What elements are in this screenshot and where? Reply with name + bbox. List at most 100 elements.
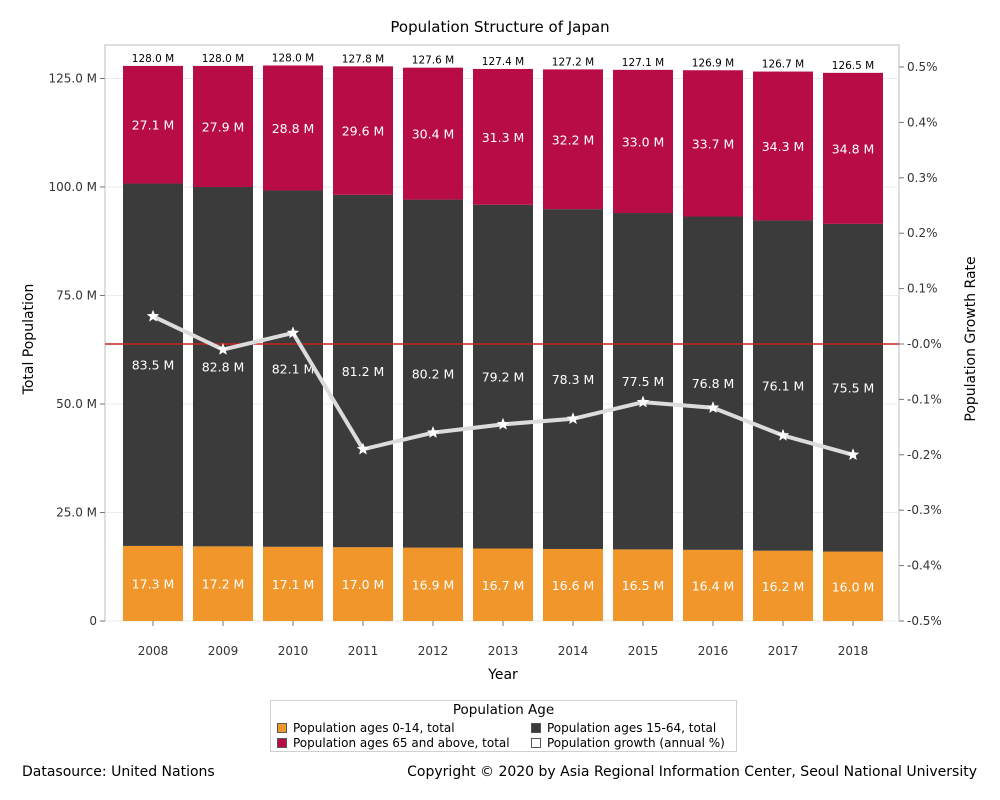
y-tick-label: 125.0 M xyxy=(48,72,97,86)
bar-label-ages-0-14: 17.1 M xyxy=(272,577,315,592)
bar-label-ages-0-14: 17.0 M xyxy=(342,577,385,592)
bar-ages-0-14 xyxy=(193,546,253,621)
bar-label-ages-0-14: 16.6 M xyxy=(552,578,595,593)
bar-label-ages-65-above: 30.4 M xyxy=(412,127,455,142)
bar-label-ages-15-64: 82.8 M xyxy=(202,360,245,375)
x-tick-label: 2013 xyxy=(488,644,519,658)
bar-total-label: 127.1 M xyxy=(622,57,664,69)
bar-label-ages-15-64: 75.5 M xyxy=(832,381,875,396)
bar-ages-15-64 xyxy=(473,204,533,549)
legend-label-growth: Population growth (annual %) xyxy=(547,736,725,750)
bar-label-ages-15-64: 79.2 M xyxy=(482,370,525,385)
growth-point xyxy=(286,326,300,339)
y-tick-label: 75.0 M xyxy=(56,289,97,303)
y2-tick-label: -0.5% xyxy=(907,614,942,628)
x-tick-label: 2010 xyxy=(278,644,309,658)
x-tick-label: 2008 xyxy=(138,644,169,658)
bar-label-ages-15-64: 77.5 M xyxy=(622,374,665,389)
growth-point xyxy=(146,309,160,322)
growth-point xyxy=(566,412,580,425)
legend-item-ages-65-above: Population ages 65 and above, total xyxy=(277,736,510,750)
bar-ages-0-14 xyxy=(403,547,463,621)
y2-tick-label: -0.0% xyxy=(907,337,942,351)
bar-total-label: 127.8 M xyxy=(342,53,384,65)
bar-label-ages-0-14: 16.4 M xyxy=(692,578,735,593)
bar-label-ages-65-above: 31.3 M xyxy=(482,130,525,145)
x-tick-label: 2009 xyxy=(208,644,239,658)
x-tick-label: 2018 xyxy=(838,644,869,658)
bar-ages-15-64 xyxy=(613,213,673,550)
y-axis-label: Total Population xyxy=(21,284,37,396)
bar-label-ages-15-64: 82.1 M xyxy=(272,362,315,377)
bar-label-ages-65-above: 34.3 M xyxy=(762,139,805,154)
x-tick-label: 2014 xyxy=(558,644,589,658)
bar-ages-0-14 xyxy=(123,545,183,621)
y-tick-label: 50.0 M xyxy=(56,397,97,411)
bar-label-ages-0-14: 17.3 M xyxy=(132,576,175,591)
bar-label-ages-15-64: 80.2 M xyxy=(412,367,455,382)
legend-swatch-ages-65-above xyxy=(277,738,287,748)
bar-label-ages-0-14: 16.2 M xyxy=(762,579,805,594)
bar-ages-15-64 xyxy=(823,223,883,552)
bar-total-label: 128.0 M xyxy=(202,53,244,65)
legend-item-ages-0-14: Population ages 0-14, total xyxy=(277,721,455,735)
bar-label-ages-65-above: 28.8 M xyxy=(272,121,315,136)
bar-total-label: 128.0 M xyxy=(132,53,174,65)
y2-tick-label: -0.4% xyxy=(907,559,942,573)
chart-title: Population Structure of Japan xyxy=(390,18,609,36)
growth-point xyxy=(356,442,370,455)
bar-ages-15-64 xyxy=(403,199,463,548)
y2-tick-label: -0.3% xyxy=(907,503,942,517)
y2-tick-label: 0.4% xyxy=(907,115,938,129)
legend: Population Age Population ages 0-14, tot… xyxy=(270,700,737,752)
bar-label-ages-0-14: 16.5 M xyxy=(622,578,665,593)
legend-label-ages-15-64: Population ages 15-64, total xyxy=(547,721,717,735)
y-tick-label: 25.0 M xyxy=(56,506,97,520)
x-tick-label: 2017 xyxy=(768,644,799,658)
bar-label-ages-0-14: 16.9 M xyxy=(412,577,455,592)
bar-total-label: 126.5 M xyxy=(832,60,874,72)
legend-swatch-growth xyxy=(531,738,541,748)
bar-ages-15-64 xyxy=(753,220,813,551)
bar-ages-0-14 xyxy=(333,547,393,621)
bar-label-ages-15-64: 76.8 M xyxy=(692,376,735,391)
x-axis-label: Year xyxy=(487,667,518,683)
bar-total-label: 127.2 M xyxy=(552,56,594,68)
growth-point xyxy=(846,448,860,461)
y2-tick-label: -0.2% xyxy=(907,448,942,462)
bar-ages-15-64 xyxy=(683,216,743,550)
growth-point xyxy=(426,425,440,439)
y2-tick-label: 0.1% xyxy=(907,282,938,296)
y2-axis-label: Population Growth Rate xyxy=(963,256,979,421)
bar-ages-15-64 xyxy=(193,187,253,547)
bar-label-ages-15-64: 76.1 M xyxy=(762,379,805,394)
growth-point xyxy=(216,342,230,355)
legend-swatch-ages-15-64 xyxy=(531,723,541,733)
y-tick-label: 0 xyxy=(89,614,97,628)
bar-label-ages-65-above: 27.9 M xyxy=(202,119,245,134)
bar-ages-65-above xyxy=(823,72,883,224)
bar-ages-0-14 xyxy=(543,548,603,621)
copyright-text: Copyright © 2020 by Asia Regional Inform… xyxy=(407,764,977,780)
legend-swatch-ages-0-14 xyxy=(277,723,287,733)
x-tick-label: 2015 xyxy=(628,644,659,658)
bar-ages-15-64 xyxy=(333,194,393,548)
bar-ages-15-64 xyxy=(123,183,183,546)
bar-label-ages-65-above: 34.8 M xyxy=(832,141,875,156)
bar-ages-65-above xyxy=(613,69,673,214)
bar-label-ages-0-14: 16.0 M xyxy=(832,579,875,594)
bar-ages-65-above xyxy=(753,71,813,221)
bar-label-ages-0-14: 17.2 M xyxy=(202,577,245,592)
bar-ages-65-above xyxy=(193,65,253,187)
y2-tick-label: -0.1% xyxy=(907,392,942,406)
growth-point xyxy=(706,400,720,414)
bar-ages-0-14 xyxy=(753,550,813,621)
x-tick-label: 2011 xyxy=(348,644,379,658)
bar-ages-0-14 xyxy=(263,546,323,621)
bar-ages-65-above xyxy=(333,66,393,195)
growth-point xyxy=(636,395,650,408)
bar-ages-0-14 xyxy=(823,551,883,621)
growth-point xyxy=(776,428,790,441)
legend-item-ages-15-64: Population ages 15-64, total xyxy=(531,721,716,735)
bar-ages-65-above xyxy=(543,69,603,210)
